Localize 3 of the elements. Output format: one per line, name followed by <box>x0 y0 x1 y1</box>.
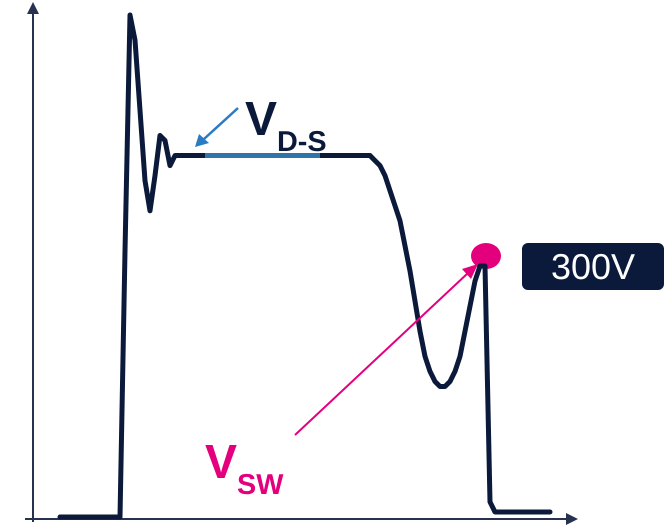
annotation: 300V <box>550 246 636 287</box>
annotation: V$_{D-S}$ <box>245 93 327 158</box>
annotation: V$_{SW}$ <box>205 436 284 501</box>
